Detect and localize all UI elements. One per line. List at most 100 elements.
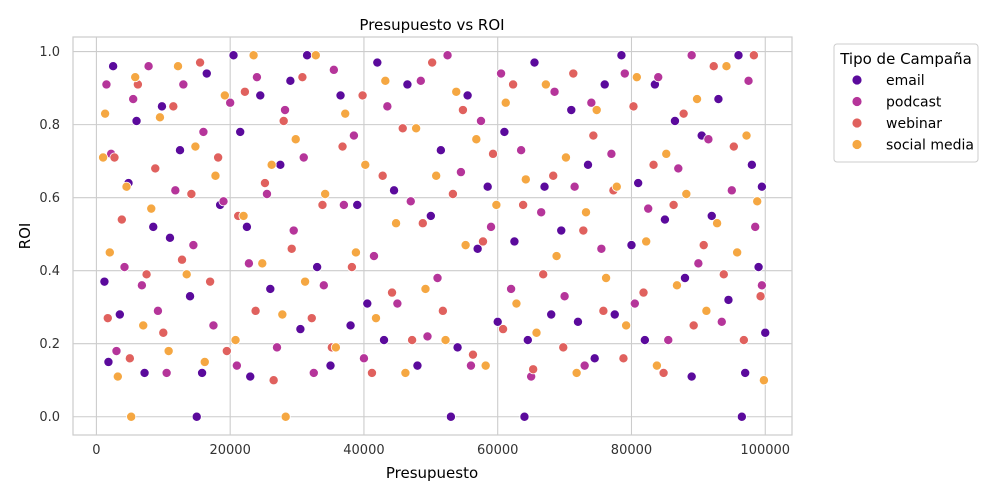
data-point [146, 203, 157, 214]
data-point [415, 75, 426, 86]
data-point [442, 50, 453, 61]
data-point [191, 411, 202, 422]
data-point [317, 199, 328, 210]
data-point [488, 148, 499, 159]
y-tick-label: 0.4 [39, 264, 60, 279]
data-point [609, 309, 620, 320]
data-point [201, 68, 212, 79]
data-point [703, 134, 714, 145]
data-point [173, 61, 184, 72]
x-tick-label: 40000 [343, 443, 384, 458]
data-point [391, 218, 402, 229]
points-layer [98, 50, 771, 422]
data-point [411, 123, 422, 134]
data-point [259, 178, 270, 189]
data-point [402, 79, 413, 90]
data-point [551, 251, 562, 262]
ticks-layer: 0 20000 40000 60000 80000 100000 0.0 0.2 0.4 0.6 0… [39, 45, 790, 458]
data-point [760, 327, 771, 338]
x-tick-label: 60000 [477, 443, 518, 458]
data-point [380, 75, 391, 86]
data-point [275, 159, 286, 170]
data-point [522, 335, 533, 346]
data-point [208, 320, 219, 331]
data-point [740, 367, 751, 378]
data-point [257, 258, 268, 269]
data-point [569, 181, 580, 192]
data-point [136, 280, 147, 291]
data-point [99, 276, 110, 287]
data-point [152, 305, 163, 316]
data-point [511, 298, 522, 309]
data-point [616, 50, 627, 61]
data-point [681, 189, 692, 200]
y-tick-label: 1.0 [39, 45, 60, 60]
legend-label: webinar [886, 116, 942, 132]
data-point [492, 316, 503, 327]
legend-item-email: email [851, 73, 925, 89]
plot-area [72, 36, 793, 436]
data-point [111, 346, 122, 357]
data-point [271, 342, 282, 353]
data-point [288, 225, 299, 236]
data-point [465, 360, 476, 371]
data-point [721, 61, 732, 72]
data-point [178, 79, 189, 90]
data-point [340, 108, 351, 119]
data-point [755, 291, 766, 302]
data-point [579, 360, 590, 371]
data-point [352, 199, 363, 210]
data-point [733, 50, 744, 61]
data-point [337, 141, 348, 152]
data-point [663, 335, 674, 346]
data-point [379, 335, 390, 346]
data-point [572, 316, 583, 327]
data-point [427, 57, 438, 68]
data-point [121, 181, 132, 192]
data-point [360, 159, 371, 170]
data-point [243, 258, 254, 269]
data-point [338, 199, 349, 210]
data-point [114, 309, 125, 320]
data-point [738, 335, 749, 346]
legend-item-podcast: podcast [851, 95, 942, 111]
data-point [218, 196, 229, 207]
data-point [499, 126, 510, 137]
data-point [673, 163, 684, 174]
data-point [472, 243, 483, 254]
data-point [638, 287, 649, 298]
data-point [131, 115, 142, 126]
data-point [516, 145, 527, 156]
data-point [102, 313, 113, 324]
data-point [536, 207, 547, 218]
data-point [566, 105, 577, 116]
data-point [417, 218, 428, 229]
data-point [124, 353, 135, 364]
data-point [743, 75, 754, 86]
y-axis-label: ROI [16, 223, 34, 250]
data-point [618, 353, 629, 364]
data-point [546, 309, 557, 320]
legend-marker [851, 117, 863, 129]
data-point [718, 269, 729, 280]
data-point [130, 72, 141, 83]
data-point [116, 214, 127, 225]
data-point [471, 134, 482, 145]
data-point [668, 199, 679, 210]
data-point [210, 170, 221, 181]
data-point [150, 163, 161, 174]
data-point [358, 353, 369, 364]
x-tick-label: 80000 [611, 443, 652, 458]
data-point [678, 108, 689, 119]
legend-items: email podcast webinar social media [851, 73, 974, 154]
data-point [500, 97, 511, 108]
data-point [583, 159, 594, 170]
data-point [425, 210, 436, 221]
series-email [99, 50, 771, 422]
data-point [686, 50, 697, 61]
data-point [377, 170, 388, 181]
data-point [98, 152, 109, 163]
legend-item-webinar: webinar [851, 116, 942, 132]
data-point [228, 50, 239, 61]
data-point [712, 218, 723, 229]
